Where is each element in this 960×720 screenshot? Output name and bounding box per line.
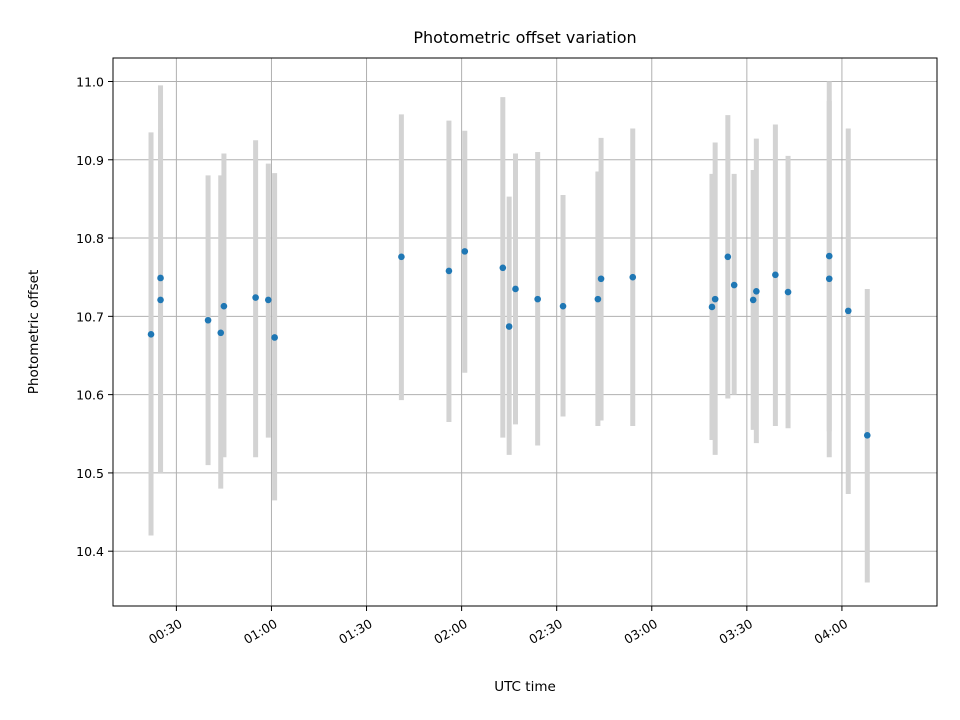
data-point xyxy=(461,248,469,255)
data-point xyxy=(445,267,453,275)
y-axis-ticks: 10.4 10.5 10.6 10.7 10.8 10.9 11.0 xyxy=(76,74,113,559)
data-point xyxy=(512,285,519,293)
data-point xyxy=(157,296,164,304)
y-tick-label: 10.4 xyxy=(76,544,104,559)
data-point xyxy=(252,294,259,301)
data-point xyxy=(825,275,833,283)
y-tick-label: 11.0 xyxy=(76,74,104,89)
data-point xyxy=(772,271,779,279)
data-point xyxy=(264,296,272,304)
data-point xyxy=(271,334,278,341)
data-point xyxy=(147,331,155,338)
data-point xyxy=(825,252,833,260)
data-point xyxy=(708,303,716,311)
y-tick-label: 10.9 xyxy=(76,153,104,168)
data-point xyxy=(863,432,871,439)
data-point xyxy=(594,295,602,303)
data-point xyxy=(749,296,757,304)
plot-frame xyxy=(112,57,938,607)
data-points xyxy=(147,248,871,439)
y-tick-label: 10.7 xyxy=(76,309,104,324)
data-point xyxy=(597,275,605,283)
data-point xyxy=(730,281,738,289)
data-point xyxy=(559,302,567,310)
data-point xyxy=(784,288,792,296)
data-point xyxy=(505,323,513,330)
data-point xyxy=(753,287,760,295)
y-tick-label: 10.8 xyxy=(76,231,104,246)
data-point xyxy=(629,273,637,281)
data-point xyxy=(398,253,405,261)
data-point xyxy=(157,274,164,282)
data-point xyxy=(711,295,719,303)
x-axis-label: UTC time xyxy=(494,679,556,695)
grid xyxy=(113,58,937,606)
data-point xyxy=(217,329,225,337)
y-tick-label: 10.6 xyxy=(76,388,104,403)
data-point xyxy=(499,264,507,272)
data-point xyxy=(220,302,228,310)
chart-title: Photometric offset variation xyxy=(413,28,636,47)
y-tick-label: 10.5 xyxy=(76,466,104,481)
data-point xyxy=(844,307,852,315)
y-axis-label: Photometric offset xyxy=(26,270,42,394)
data-point xyxy=(724,253,732,261)
data-point xyxy=(204,316,212,324)
data-point xyxy=(534,295,541,303)
